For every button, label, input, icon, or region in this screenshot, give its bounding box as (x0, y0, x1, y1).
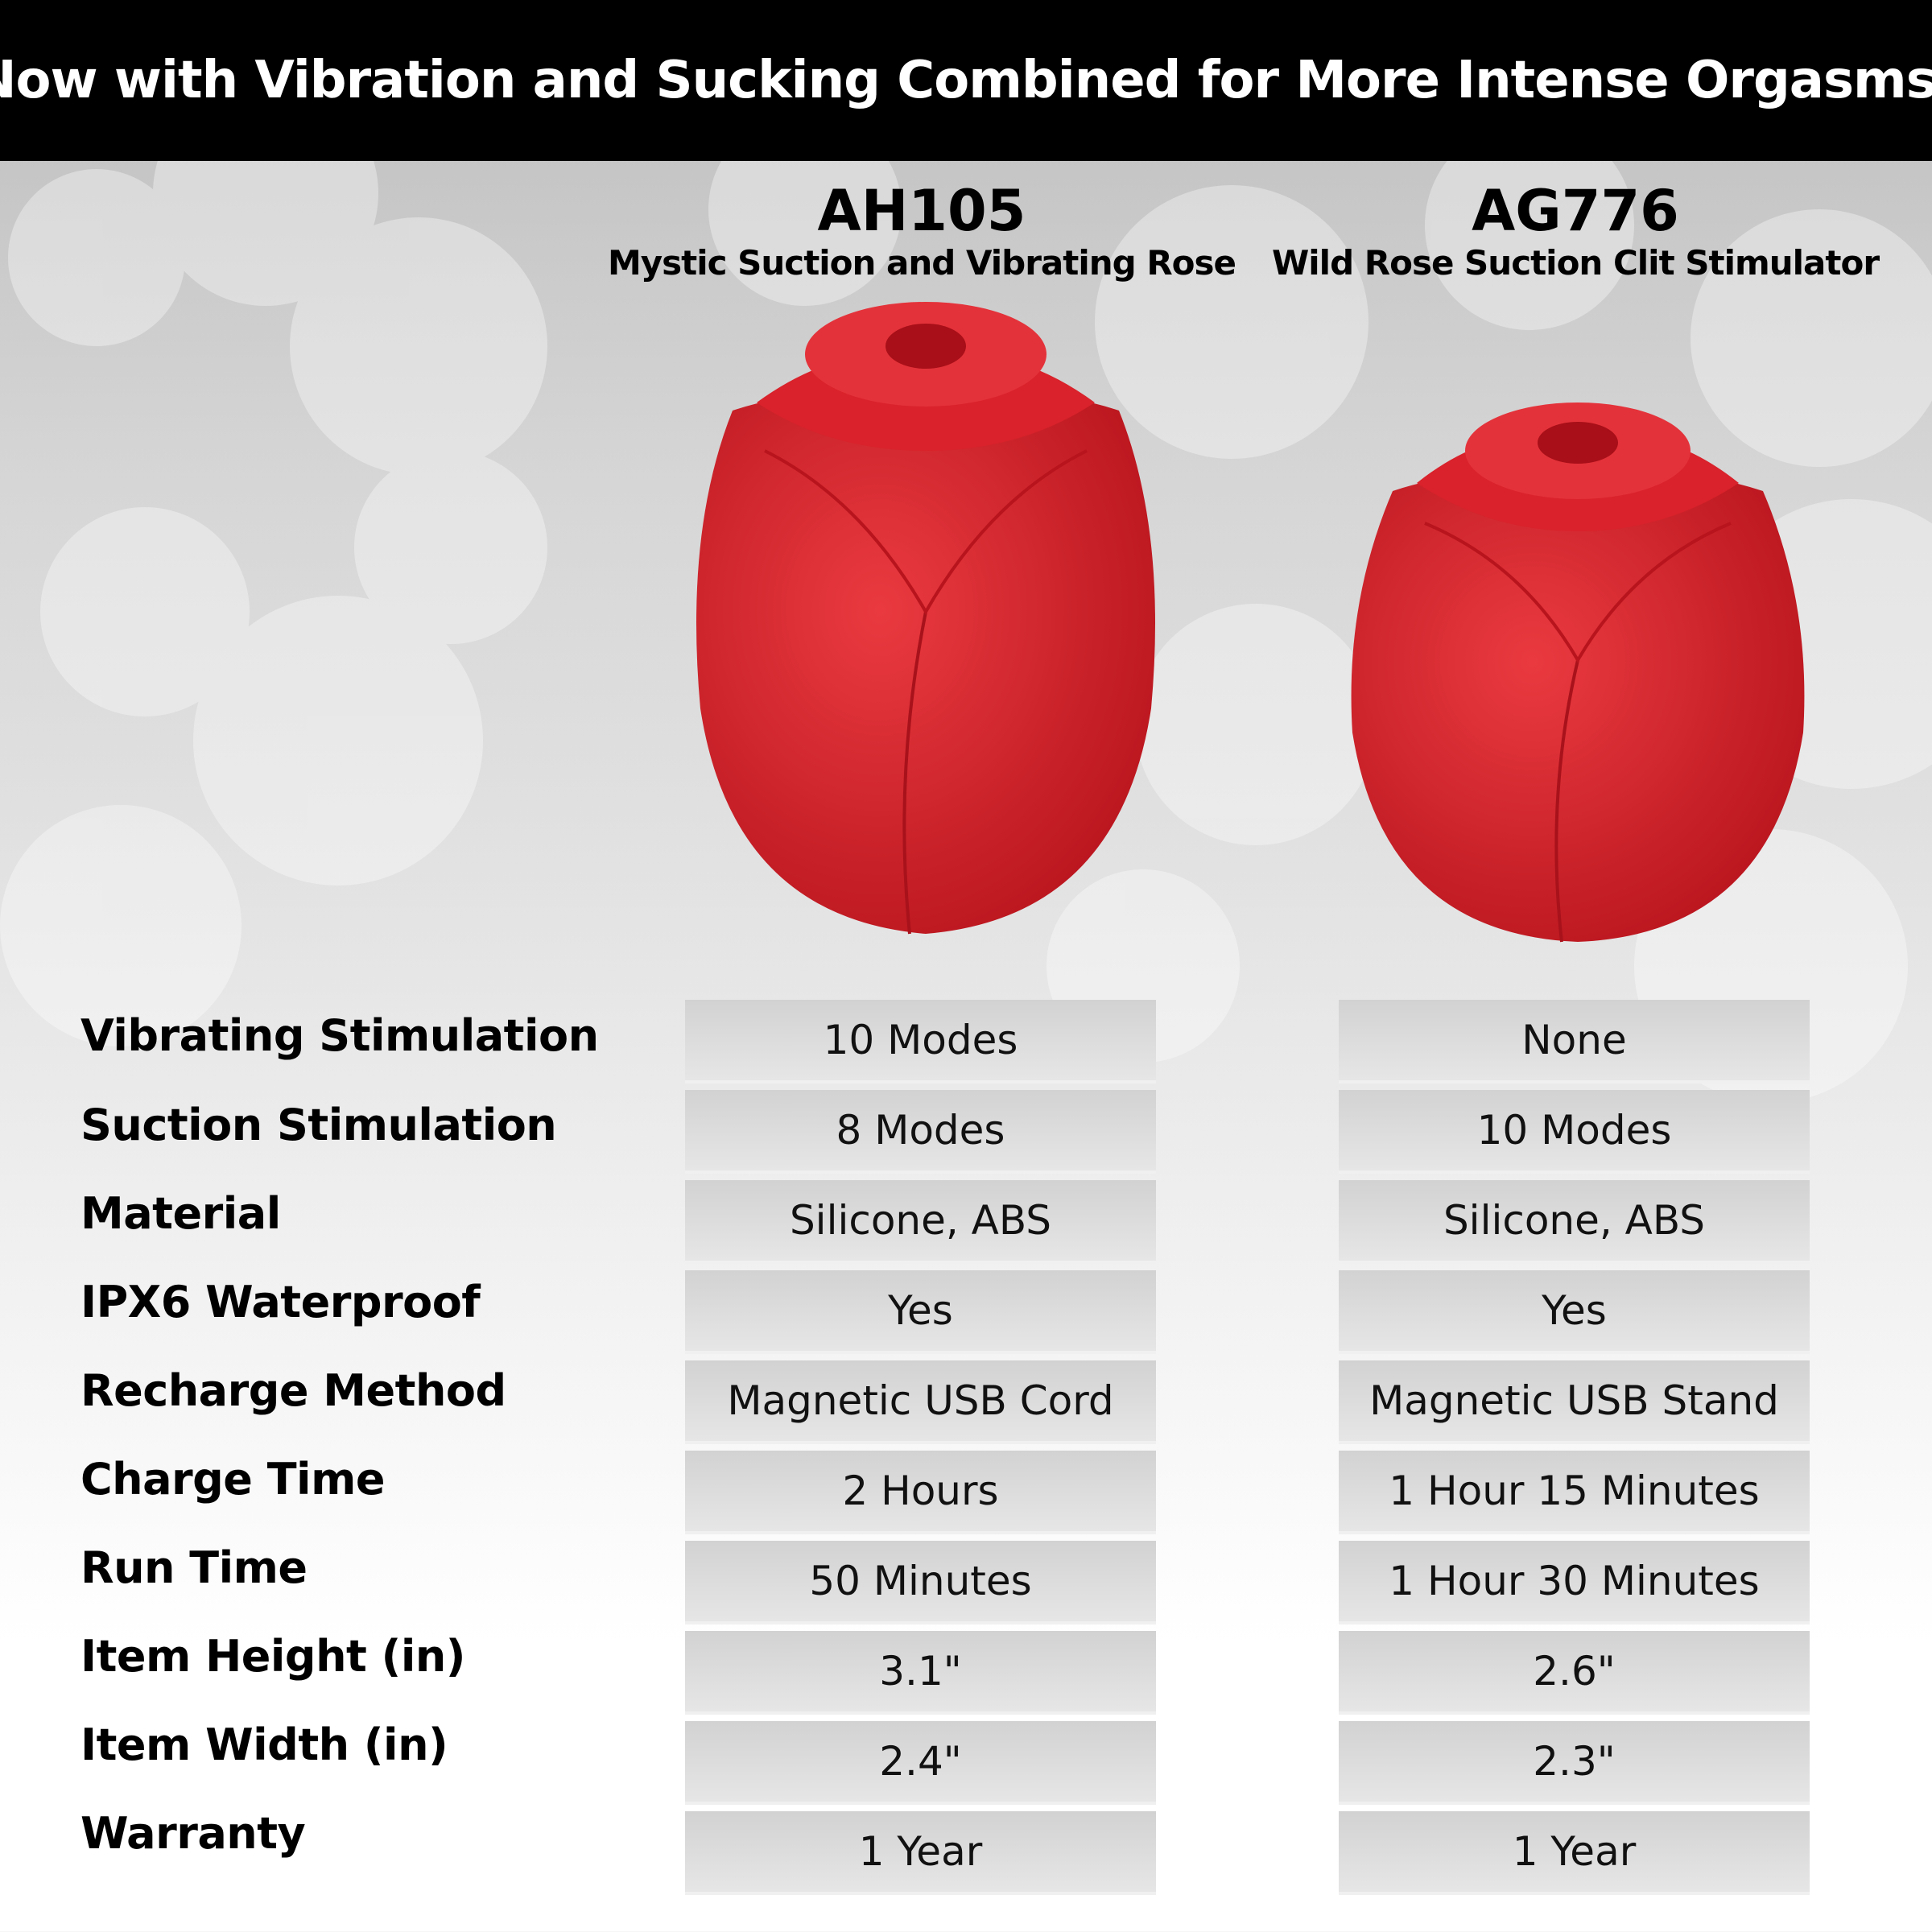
row-label: Recharge Method (80, 1365, 506, 1416)
cell-ah105: 2.4" (685, 1721, 1156, 1802)
cell-ah105: Silicone, ABS (685, 1180, 1156, 1261)
row-label: Item Height (in) (80, 1631, 465, 1682)
row-label: IPX6 Waterproof (80, 1277, 481, 1327)
row-label: Suction Stimulation (80, 1100, 557, 1150)
cell-ag776: Silicone, ABS (1339, 1180, 1810, 1261)
rose-product-image-1 (696, 302, 1155, 935)
product-heading-1: AH105 Mystic Suction and Vibrating Rose (600, 179, 1244, 283)
cell-ah105: 10 Modes (685, 1000, 1156, 1080)
cell-ah105: 1 Year (685, 1811, 1156, 1892)
header-title: Now with Vibration and Sucking Combined … (0, 51, 1932, 110)
row-label: Vibrating Stimulation (80, 1010, 599, 1061)
row-label: Warranty (80, 1808, 306, 1859)
cell-ah105: 50 Minutes (685, 1541, 1156, 1621)
product-name: Wild Rose Suction Clit Stimulator (1271, 243, 1880, 283)
cell-ah105: 2 Hours (685, 1451, 1156, 1531)
row-label: Material (80, 1188, 281, 1239)
row-label: Item Width (in) (80, 1719, 448, 1770)
rose-product-image-2 (1351, 402, 1805, 943)
product-name: Mystic Suction and Vibrating Rose (607, 243, 1236, 283)
cell-ag776: Magnetic USB Stand (1339, 1360, 1810, 1441)
cell-ag776: 1 Hour 30 Minutes (1339, 1541, 1810, 1621)
row-label: Charge Time (80, 1454, 385, 1505)
cell-ag776: 10 Modes (1339, 1090, 1810, 1170)
cell-ag776: None (1339, 1000, 1810, 1080)
product-code: AG776 (1472, 178, 1679, 244)
cell-ag776: 1 Year (1339, 1811, 1810, 1892)
product-code: AH105 (817, 178, 1026, 244)
cell-ah105: Magnetic USB Cord (685, 1360, 1156, 1441)
cell-ag776: 1 Hour 15 Minutes (1339, 1451, 1810, 1531)
header-banner: Now with Vibration and Sucking Combined … (0, 0, 1932, 161)
cell-ag776: Yes (1339, 1270, 1810, 1351)
product-heading-2: AG776 Wild Rose Suction Clit Stimulator (1253, 179, 1897, 283)
cell-ah105: Yes (685, 1270, 1156, 1351)
cell-ah105: 8 Modes (685, 1090, 1156, 1170)
row-label: Run Time (80, 1542, 308, 1593)
cell-ag776: 2.3" (1339, 1721, 1810, 1802)
cell-ag776: 2.6" (1339, 1631, 1810, 1711)
cell-ah105: 3.1" (685, 1631, 1156, 1711)
